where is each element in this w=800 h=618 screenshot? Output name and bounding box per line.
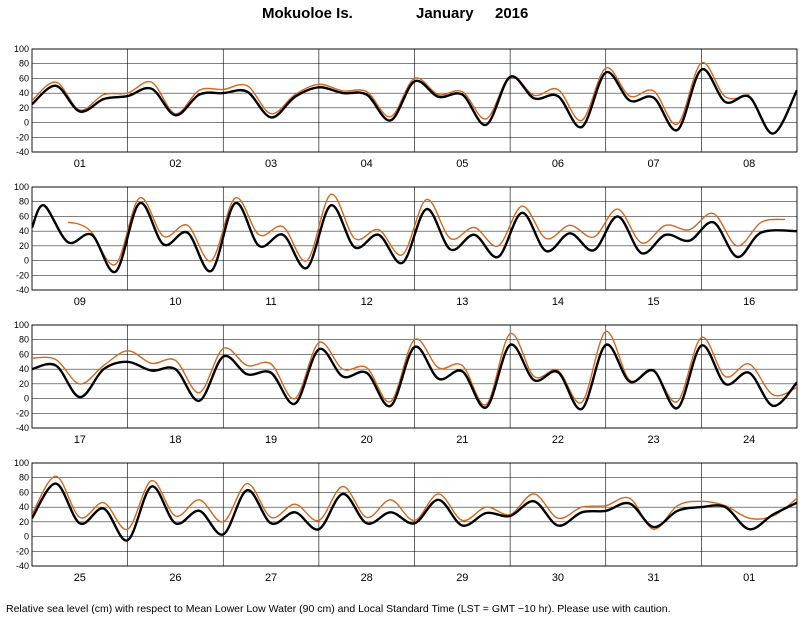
y-tick-label: 80 (19, 473, 29, 483)
y-tick-label: 20 (19, 241, 29, 251)
panel-frame (31, 324, 798, 429)
y-tick-label: -40 (16, 285, 29, 295)
chart-title: Mokuoloe Is. January 2016 (262, 5, 528, 22)
day-label: 10 (169, 296, 181, 308)
y-tick-label: 100 (14, 458, 29, 468)
y-tick-label: 40 (19, 502, 29, 512)
day-label: 28 (361, 572, 373, 584)
day-label: 14 (552, 296, 564, 308)
y-tick-label: 20 (19, 517, 29, 527)
day-label: 27 (265, 572, 277, 584)
y-tick-label: 100 (14, 320, 29, 330)
series-observed-line (67, 193, 786, 266)
month-label: January (416, 5, 474, 22)
day-label: 31 (647, 572, 659, 584)
panel-frame (31, 186, 798, 291)
day-label: 05 (456, 158, 468, 170)
y-tick-label: 60 (19, 349, 29, 359)
y-tick-label: -20 (16, 546, 29, 556)
y-tick-label: 20 (19, 379, 29, 389)
day-label: 20 (361, 434, 373, 446)
day-label: 01 (74, 158, 86, 170)
year-label: 2016 (495, 5, 528, 22)
y-tick-label: -40 (16, 147, 29, 157)
y-tick-label: 40 (19, 364, 29, 374)
day-label: 22 (552, 434, 564, 446)
day-label: 08 (743, 158, 755, 170)
y-tick-label: -20 (16, 408, 29, 418)
day-label: 15 (647, 296, 659, 308)
y-tick-label: -40 (16, 423, 29, 433)
y-tick-label: 80 (19, 59, 29, 69)
series-observed-line (32, 475, 797, 530)
day-label: 11 (265, 296, 276, 308)
series-observed-line (32, 330, 797, 406)
day-label: 16 (743, 296, 755, 308)
y-tick-label: 100 (14, 182, 29, 192)
day-label: 07 (647, 158, 659, 170)
day-label: 18 (169, 434, 181, 446)
panel-3: -40 -20 0 20 40 60 80 100 17 18 19 20 21 22 23 24 (14, 320, 798, 446)
y-tick-label: 0 (24, 394, 29, 404)
day-label: 29 (456, 572, 468, 584)
y-tick-label: 0 (24, 256, 29, 266)
day-label: 12 (361, 296, 373, 308)
day-label: 23 (647, 434, 659, 446)
y-tick-label: -20 (16, 132, 29, 142)
y-tick-label: 100 (14, 44, 29, 54)
y-tick-label: 60 (19, 73, 29, 83)
station-name: Mokuoloe Is. (262, 5, 353, 22)
panel-1: -40 -20 0 20 40 60 80 100 01 02 03 04 05 06 07 08 (14, 44, 798, 170)
y-tick-label: 80 (19, 335, 29, 345)
y-tick-label: 40 (19, 88, 29, 98)
series-predicted-line (32, 201, 797, 273)
y-tick-label: 20 (19, 103, 29, 113)
y-tick-label: 0 (24, 532, 29, 542)
day-label: 17 (74, 434, 86, 446)
day-label: 30 (552, 572, 564, 584)
day-label: 25 (74, 572, 86, 584)
day-label: 04 (361, 158, 373, 170)
y-tick-label: 0 (24, 118, 29, 128)
panel-2: -40 -20 0 20 40 60 80 100 09 10 11 12 13 14 15 16 (14, 182, 798, 308)
y-tick-label: -40 (16, 561, 29, 571)
y-tick-label: -20 (16, 270, 29, 280)
y-tick-label: 60 (19, 211, 29, 221)
day-label: 13 (456, 296, 468, 308)
day-label: 24 (743, 434, 755, 446)
day-label: 02 (169, 158, 181, 170)
day-label: 06 (552, 158, 564, 170)
y-tick-label: 80 (19, 197, 29, 207)
day-label: 03 (265, 158, 277, 170)
day-label: 01 (743, 572, 755, 584)
day-label: 09 (74, 296, 86, 308)
day-label: 19 (265, 434, 277, 446)
series-observed-line (32, 62, 750, 125)
y-tick-label: 60 (19, 487, 29, 497)
series-predicted-line (32, 343, 797, 411)
day-label: 21 (456, 434, 468, 446)
y-tick-label: 40 (19, 226, 29, 236)
chart-caption: Relative sea level (cm) with respect to … (6, 603, 671, 615)
series-predicted-line (32, 68, 797, 135)
day-label: 26 (169, 572, 181, 584)
series-predicted-line (32, 482, 797, 542)
panel-4: -40 -20 0 20 40 60 80 100 25 26 27 28 29 30 31 01 (14, 458, 798, 584)
